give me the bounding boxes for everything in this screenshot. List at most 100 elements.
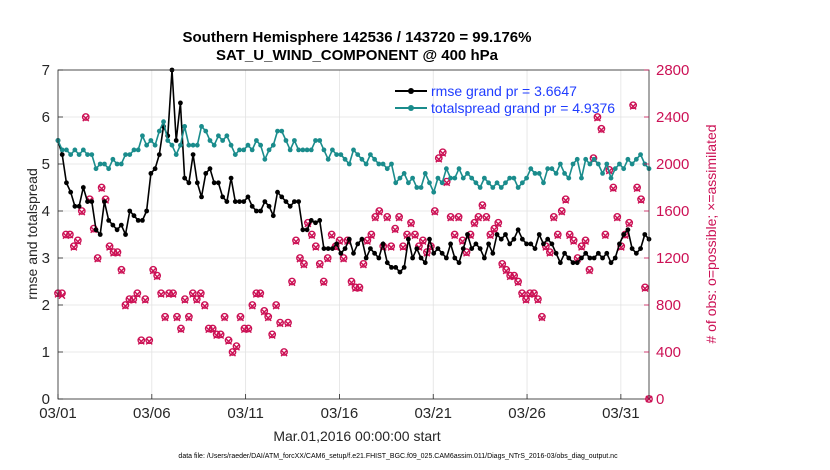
obs-possible-point bbox=[260, 306, 269, 315]
obs-assimilated-point bbox=[189, 290, 197, 298]
series-0-point bbox=[490, 250, 496, 256]
series-0-point bbox=[587, 255, 593, 261]
series-1-point bbox=[452, 175, 458, 181]
series-0-point bbox=[182, 175, 188, 181]
series-0-point bbox=[102, 199, 107, 205]
series-0-point bbox=[393, 265, 399, 270]
obs-assimilated-point bbox=[161, 314, 169, 322]
obs-assimilated-point bbox=[324, 255, 332, 263]
obs-possible-point bbox=[545, 248, 554, 257]
series-1-point bbox=[199, 124, 204, 129]
series-1-point bbox=[574, 156, 580, 162]
obs-possible-point bbox=[359, 259, 368, 268]
obs-possible-point bbox=[518, 289, 526, 298]
obs-assimilated-point bbox=[522, 296, 530, 304]
series-0-point bbox=[553, 250, 559, 256]
obs-assimilated-point bbox=[292, 238, 300, 246]
series-0-point bbox=[237, 199, 242, 205]
obs-assimilated-point bbox=[121, 302, 129, 310]
series-0-point bbox=[465, 232, 470, 237]
obs-possible-point bbox=[601, 230, 610, 239]
x-tick-label: 03/06 bbox=[133, 405, 171, 422]
series-1-point bbox=[494, 180, 500, 186]
series-0-point bbox=[287, 203, 293, 209]
series-1-point bbox=[490, 185, 496, 190]
series-1-point bbox=[266, 147, 272, 153]
series-0-point bbox=[448, 241, 453, 247]
obs-possible-point bbox=[446, 212, 455, 221]
series-0-point bbox=[355, 241, 361, 247]
obs-possible-point bbox=[585, 265, 594, 274]
obs-assimilated-point bbox=[248, 302, 256, 310]
y-tick-label: 3 bbox=[42, 250, 50, 267]
series-1-point bbox=[524, 175, 529, 181]
y-tick-label: 2 bbox=[42, 297, 50, 314]
obs-assimilated-point bbox=[221, 314, 229, 322]
series-0-point bbox=[85, 199, 90, 205]
series-0-point bbox=[401, 265, 407, 270]
obs-possible-point bbox=[581, 236, 590, 245]
obs-assimilated-point bbox=[137, 337, 145, 345]
series-0-point bbox=[203, 171, 209, 176]
obs-possible-point bbox=[73, 236, 82, 245]
series-0-point bbox=[72, 203, 78, 209]
obs-assimilated-point bbox=[308, 232, 316, 240]
obs-assimilated-point bbox=[225, 337, 233, 345]
obs-assimilated-point bbox=[106, 243, 114, 251]
x-tick-label: 03/11 bbox=[227, 405, 263, 422]
series-0-point bbox=[308, 218, 314, 223]
series-0-point bbox=[452, 255, 458, 261]
obs-possible-point bbox=[399, 242, 407, 251]
obs-possible-point bbox=[220, 312, 229, 321]
obs-assimilated-point bbox=[510, 273, 518, 281]
y-axis-left: 0 1 2 3 4 5 6 7 bbox=[42, 62, 63, 408]
obs-possible-point bbox=[569, 236, 578, 245]
series-0-point bbox=[579, 255, 584, 261]
series-1-point bbox=[68, 152, 74, 158]
obs-possible-point bbox=[192, 295, 201, 304]
obs-assimilated-point bbox=[363, 238, 371, 246]
series-1-point bbox=[617, 161, 622, 167]
series-0-point bbox=[338, 250, 344, 256]
series-1-point bbox=[216, 133, 221, 139]
obs-assimilated-point bbox=[232, 343, 240, 351]
series-0-point bbox=[380, 241, 386, 247]
obs-possible-point bbox=[419, 236, 427, 245]
series-1-point bbox=[140, 133, 145, 139]
obs-possible-point bbox=[494, 218, 503, 227]
obs-assimilated-point bbox=[201, 302, 209, 310]
obs-possible-point bbox=[538, 312, 546, 321]
obs-assimilated-point bbox=[641, 285, 649, 293]
obs-possible-point bbox=[367, 230, 376, 239]
series-0-point bbox=[76, 203, 82, 209]
series-0-point bbox=[541, 241, 546, 247]
obs-possible-point bbox=[541, 242, 550, 251]
series-1-point bbox=[80, 147, 86, 153]
obs-assimilated-point bbox=[550, 214, 558, 222]
obs-possible-point bbox=[549, 212, 558, 221]
series-1-point bbox=[262, 156, 268, 162]
obs-assimilated-point bbox=[593, 114, 601, 122]
series-1-point bbox=[427, 180, 432, 186]
obs-possible-point bbox=[502, 265, 511, 274]
obs-assimilated-point bbox=[229, 349, 237, 357]
series-1-point bbox=[279, 128, 285, 134]
obs-possible-point bbox=[292, 236, 300, 245]
series-0-point bbox=[481, 255, 487, 261]
obs-assimilated-point bbox=[490, 226, 498, 234]
series-1-point bbox=[89, 152, 95, 158]
obs-possible-point bbox=[264, 312, 273, 321]
series-1-point bbox=[178, 142, 183, 148]
series-0-point bbox=[245, 194, 251, 200]
series-1-point bbox=[372, 156, 378, 162]
obs-assimilated-point bbox=[562, 196, 570, 204]
series-1-point bbox=[625, 156, 631, 162]
series-1-point bbox=[536, 171, 542, 176]
obs-possible-point bbox=[438, 148, 447, 157]
legend-spread-label: totalspread grand pr = 4.9376 bbox=[431, 100, 615, 116]
obs-assimilated-point bbox=[451, 232, 459, 240]
x-tick-label: 03/21 bbox=[414, 405, 452, 422]
obs-assimilated-point bbox=[209, 326, 217, 334]
series-0-point bbox=[342, 246, 348, 252]
series-0-point bbox=[249, 203, 255, 209]
